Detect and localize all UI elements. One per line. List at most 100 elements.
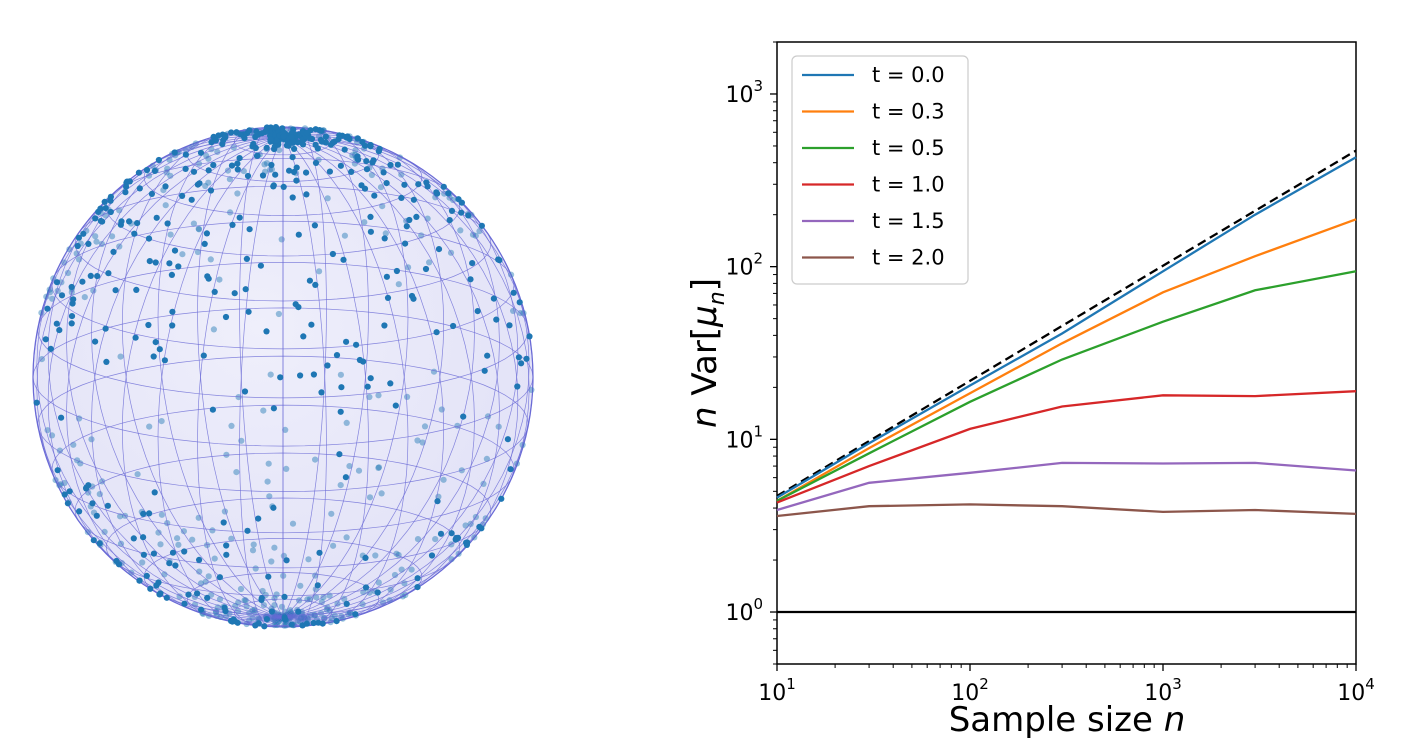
sphere-point [96, 540, 103, 547]
sphere-point [295, 231, 302, 238]
sphere-point [514, 383, 521, 390]
sphere-point [448, 556, 455, 563]
sphere-point [202, 182, 209, 190]
sphere-point [164, 220, 171, 227]
sphere-point [237, 131, 244, 138]
sphere-point [73, 250, 80, 257]
sphere-point [220, 137, 227, 144]
sphere-point [145, 172, 153, 179]
sphere-point [324, 362, 331, 369]
sphere-point [211, 288, 218, 295]
sphere-point [132, 334, 139, 341]
sphere-point [413, 213, 420, 220]
sphere-point [263, 328, 270, 335]
sphere-point [241, 388, 249, 395]
longitude-line [282, 136, 445, 624]
sphere-point [70, 296, 77, 303]
sphere-point [68, 313, 76, 320]
sphere-point [250, 140, 257, 148]
sphere-point [229, 618, 236, 625]
sphere-point [474, 308, 481, 315]
sphere-point [480, 480, 487, 487]
sphere-point [446, 217, 453, 224]
sphere-point [336, 451, 343, 458]
sphere-point [152, 259, 159, 266]
series-line-0 [776, 156, 1357, 499]
y-axis-label-rot: n Var[μn] [685, 278, 730, 428]
sphere-point [222, 313, 230, 321]
longitude-line [282, 136, 530, 618]
sphere-point [134, 471, 141, 478]
sphere-point [263, 144, 270, 151]
sphere-point [478, 222, 485, 229]
sphere-point [476, 228, 483, 235]
legend-label: t = 1.0 [872, 173, 945, 197]
sphere-point [181, 548, 188, 555]
sphere-point [401, 181, 408, 188]
sphere-point [293, 164, 300, 171]
sphere-point [338, 384, 345, 391]
sphere-point [102, 325, 109, 332]
sphere-point [196, 556, 203, 564]
sphere-point [333, 352, 341, 359]
longitude-line [66, 136, 284, 621]
y-axis-label-text: Var[ [685, 327, 725, 407]
sphere-point [236, 214, 243, 221]
longitude-line [282, 136, 519, 619]
sphere-point [433, 329, 440, 336]
sphere-point [267, 371, 274, 378]
sphere-point [312, 281, 319, 288]
sphere-point [375, 464, 383, 471]
sphere-point [445, 190, 452, 197]
sphere-point [244, 172, 252, 180]
longitude-line [282, 136, 530, 618]
sphere-point [423, 179, 430, 186]
sphere-point [194, 590, 201, 597]
sphere-point [343, 134, 350, 141]
sphere-point [515, 354, 523, 361]
sphere-point [255, 620, 262, 627]
sphere-point [484, 352, 491, 359]
sphere-point [276, 147, 283, 154]
sphere-point [375, 464, 382, 471]
sphere-point [450, 322, 457, 330]
sphere-point [182, 151, 189, 158]
sphere-point [252, 565, 259, 572]
sphere-point [250, 541, 257, 548]
sphere-point [380, 169, 387, 176]
sphere-point [196, 568, 203, 575]
sphere-point [414, 584, 421, 591]
sphere-point [140, 534, 147, 541]
sphere-point [56, 327, 63, 334]
sphere-point [155, 529, 162, 536]
sphere-point [292, 301, 299, 308]
sphere-point [426, 259, 433, 266]
longitude-line [36, 136, 284, 618]
sphere-point [457, 227, 464, 234]
legend-label: t = 0.0 [872, 63, 945, 87]
sphere-point [109, 233, 116, 240]
sphere-point [279, 125, 286, 132]
sphere-point [93, 238, 100, 245]
sphere-point [145, 235, 153, 242]
y-axis-label-close: ] [685, 278, 725, 291]
sphere-point [414, 437, 421, 444]
sphere-point [312, 159, 320, 166]
y-tick-label: 102 [725, 250, 763, 281]
sphere-point [268, 558, 275, 565]
sphere-point [504, 436, 511, 443]
sphere-point [223, 542, 230, 549]
sphere-point [92, 338, 99, 345]
sphere-point [384, 294, 392, 301]
sphere-point [221, 604, 228, 611]
sphere-point [523, 355, 530, 362]
sphere-point [481, 367, 488, 374]
sphere-point [44, 305, 51, 312]
sphere-point [367, 213, 374, 220]
longitude-line [282, 136, 475, 622]
longitude-line [239, 136, 284, 627]
sphere-point [66, 488, 73, 495]
sphere-point [312, 456, 319, 463]
sphere-point [94, 273, 101, 280]
sphere-point [342, 474, 349, 481]
